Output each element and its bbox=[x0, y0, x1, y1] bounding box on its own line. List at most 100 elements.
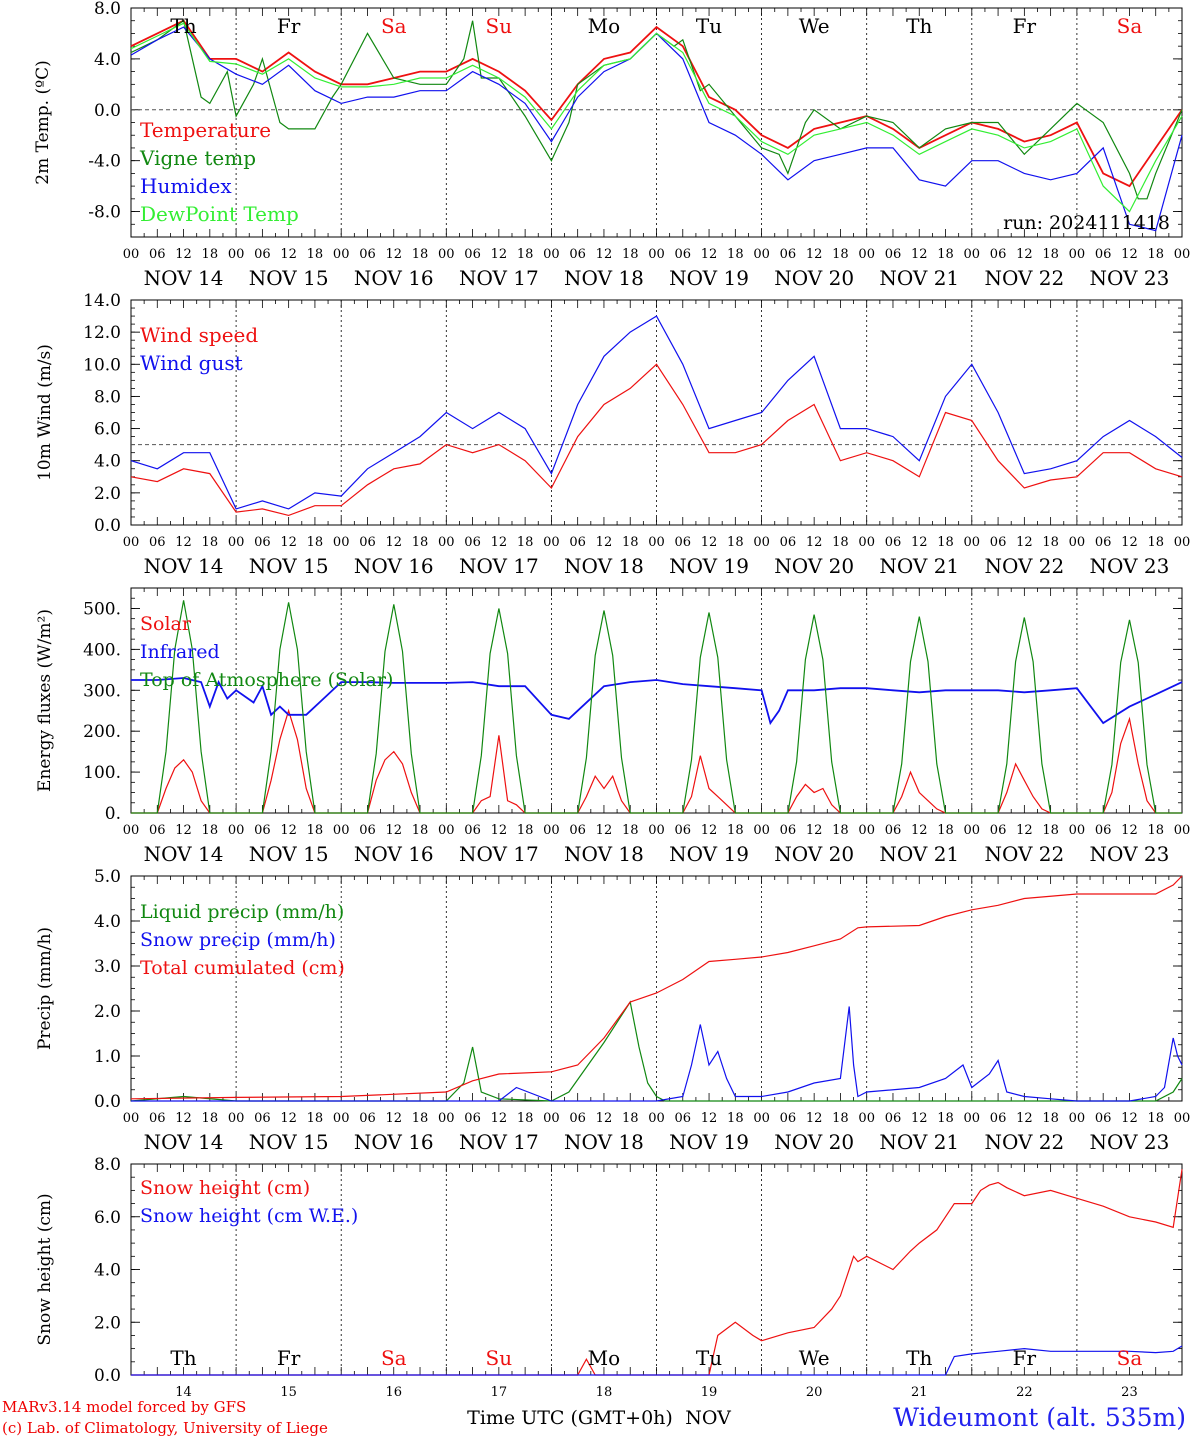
legend-entry: Humidex bbox=[140, 174, 232, 198]
x-hour-label: 18 bbox=[622, 535, 639, 550]
y-tick-label: 1.0 bbox=[94, 1047, 121, 1067]
x-hour-label: 12 bbox=[385, 1111, 402, 1126]
x-hour-label: 18 bbox=[1147, 247, 1164, 262]
x-hour-label: 00 bbox=[753, 823, 770, 838]
x-hour-label: 18 bbox=[307, 535, 324, 550]
x-hour-label: 18 bbox=[832, 247, 849, 262]
x-hour-label: 12 bbox=[280, 535, 297, 550]
x-date-label: NOV 18 bbox=[564, 1130, 644, 1154]
legend-entry: Temperature bbox=[140, 118, 271, 142]
x-date-label: NOV 18 bbox=[564, 842, 644, 866]
x-date-label: NOV 21 bbox=[879, 842, 959, 866]
x-hour-label: 00 bbox=[1069, 1111, 1086, 1126]
x-hour-label: 12 bbox=[701, 1111, 718, 1126]
x-hour-label: 06 bbox=[780, 1111, 797, 1126]
day-abbrev: We bbox=[799, 1346, 830, 1370]
x-date-label: NOV 23 bbox=[1090, 266, 1170, 290]
x-hour-label: 12 bbox=[596, 535, 613, 550]
x-hour-label: 18 bbox=[622, 247, 639, 262]
y-tick-label: 8.0 bbox=[94, 0, 121, 19]
x-hour-label: 00 bbox=[964, 247, 981, 262]
x-hour-label: 06 bbox=[254, 823, 271, 838]
x-hour-label: 12 bbox=[911, 1111, 928, 1126]
x-hour-label: 18 bbox=[517, 247, 534, 262]
x-date-label: NOV 16 bbox=[354, 554, 434, 578]
x-axis-month: NOV bbox=[685, 1407, 731, 1429]
panel-2: 0.0 2.0 4.0 6.0 8.0 10.0 12.0 14.0 10m Wind (m/s… bbox=[35, 291, 1190, 578]
x-hour-label: 06 bbox=[885, 1111, 902, 1126]
x-date-label: NOV 20 bbox=[774, 1130, 854, 1154]
y-axis-title: Precip (mm/h) bbox=[35, 927, 55, 1050]
x-hour-label: 18 bbox=[727, 247, 744, 262]
x-date-label: NOV 21 bbox=[879, 266, 959, 290]
x-hour-label: 00 bbox=[1069, 823, 1086, 838]
x-day-number: 19 bbox=[701, 1385, 718, 1400]
day-abbrev: Tu bbox=[696, 1346, 722, 1370]
x-hour-label: 06 bbox=[149, 1111, 166, 1126]
x-hour-label: 12 bbox=[806, 247, 823, 262]
x-hour-label: 18 bbox=[412, 823, 429, 838]
y-tick-label: 0.0 bbox=[94, 101, 121, 121]
x-hour-label: 06 bbox=[569, 535, 586, 550]
x-axis-title: Time UTC (GMT+0h) bbox=[467, 1407, 673, 1429]
day-abbrev: We bbox=[799, 14, 830, 38]
x-hour-label: 06 bbox=[675, 535, 692, 550]
x-date-label: NOV 15 bbox=[249, 1130, 329, 1154]
x-hour-label: 06 bbox=[149, 247, 166, 262]
x-hour-label: 00 bbox=[858, 1111, 875, 1126]
day-abbrev: Th bbox=[906, 14, 932, 38]
series-line-dewpoint-temp bbox=[130, 22, 1183, 213]
x-hour-label: 18 bbox=[937, 1111, 954, 1126]
x-hour-label: 12 bbox=[491, 1111, 508, 1126]
station-title: Wideumont (alt. 535m) bbox=[893, 1403, 1186, 1432]
x-hour-label: 12 bbox=[280, 1111, 297, 1126]
y-tick-label: 8.0 bbox=[94, 387, 121, 407]
panel-5: 0.0 2.0 4.0 6.0 8.0 Snow height (cm) Snow heig… bbox=[35, 1155, 1183, 1429]
x-hour-label: 06 bbox=[359, 535, 376, 550]
day-abbrev: Th bbox=[170, 1346, 196, 1370]
x-day-number: 22 bbox=[1016, 1385, 1033, 1400]
model-credit: MARv3.14 model forced by GFS bbox=[2, 1398, 247, 1416]
x-hour-label: 18 bbox=[517, 535, 534, 550]
x-hour-label: 18 bbox=[412, 247, 429, 262]
x-hour-label: 12 bbox=[491, 535, 508, 550]
x-date-label: NOV 14 bbox=[144, 1130, 224, 1154]
x-date-label: NOV 19 bbox=[669, 266, 749, 290]
x-date-label: NOV 22 bbox=[984, 1130, 1064, 1154]
day-abbrev: Th bbox=[170, 14, 196, 38]
x-date-label: NOV 17 bbox=[459, 266, 539, 290]
day-abbrev: Fr bbox=[1013, 14, 1037, 38]
x-hour-label: 06 bbox=[990, 823, 1007, 838]
x-hour-label: 00 bbox=[648, 823, 665, 838]
x-hour-label: 18 bbox=[1042, 247, 1059, 262]
x-hour-label: 12 bbox=[1121, 1111, 1138, 1126]
x-hour-label: 12 bbox=[701, 247, 718, 262]
x-date-label: NOV 17 bbox=[459, 1130, 539, 1154]
x-hour-label: 18 bbox=[517, 1111, 534, 1126]
x-hour-label: 00 bbox=[648, 1111, 665, 1126]
x-hour-label: 00 bbox=[964, 1111, 981, 1126]
x-hour-label: 00 bbox=[753, 1111, 770, 1126]
x-hour-label: 18 bbox=[307, 1111, 324, 1126]
x-hour-label: 18 bbox=[937, 535, 954, 550]
x-date-label: NOV 17 bbox=[459, 842, 539, 866]
x-hour-label: 18 bbox=[307, 247, 324, 262]
day-abbrev: Tu bbox=[696, 14, 722, 38]
x-hour-label: 18 bbox=[727, 1111, 744, 1126]
series-line-wind-gust bbox=[130, 315, 1183, 510]
x-hour-label: 06 bbox=[675, 1111, 692, 1126]
x-date-label: NOV 23 bbox=[1090, 1130, 1170, 1154]
x-hour-label: 12 bbox=[806, 535, 823, 550]
x-hour-label: 00 bbox=[438, 823, 455, 838]
x-hour-label: 06 bbox=[464, 247, 481, 262]
x-hour-label: 06 bbox=[254, 535, 271, 550]
x-hour-label: 00 bbox=[543, 535, 560, 550]
x-hour-label: 18 bbox=[202, 247, 219, 262]
x-hour-label: 12 bbox=[175, 1111, 192, 1126]
y-tick-label: 4.0 bbox=[94, 912, 121, 932]
y-tick-label: 4.0 bbox=[94, 452, 121, 472]
legend-entry: Infrared bbox=[140, 641, 220, 663]
x-hour-label: 18 bbox=[202, 1111, 219, 1126]
legend-entry: Vigne temp bbox=[139, 146, 256, 170]
run-annotation: run: 2024111418 bbox=[1003, 212, 1170, 234]
